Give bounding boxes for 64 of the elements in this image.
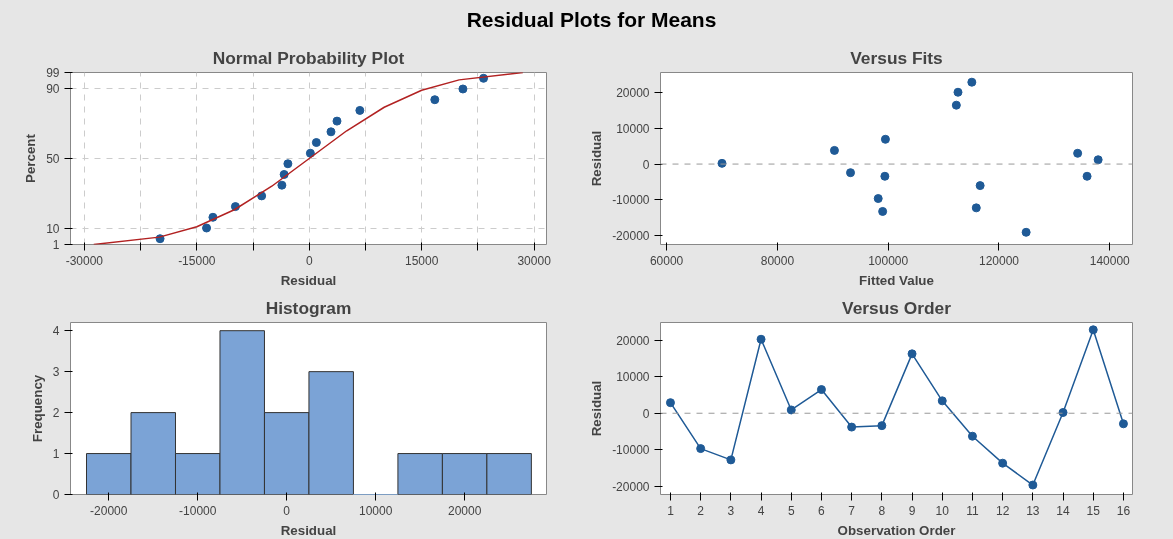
y-tick-label: 0: [642, 157, 650, 172]
y-tick-label: -10000: [612, 193, 650, 208]
y-tick-label: 10000: [616, 121, 650, 136]
x-tick-label: 100000: [868, 253, 909, 268]
text: Residual Plots for Means: [466, 7, 717, 33]
y-tick-label: 20000: [616, 333, 650, 348]
x-tick-label: 15: [1086, 503, 1101, 518]
x-tick-label: 2: [697, 503, 705, 518]
chart-subtitle: Normal Probability Plot: [212, 47, 405, 68]
x-tick-label: 7: [848, 503, 856, 518]
x-tick-label: 4: [757, 503, 765, 518]
x-tick-label: 20000: [447, 503, 482, 518]
y-tick-label: 20000: [616, 85, 650, 100]
x-tick-label: 6: [818, 503, 826, 518]
y-tick-label: 1: [52, 238, 60, 252]
y-axis-title: Residual: [589, 130, 605, 187]
x-tick-label: 9: [908, 503, 916, 518]
y-tick-label: -20000: [612, 229, 650, 244]
x-tick-label: -30000: [65, 253, 104, 268]
x-tick-label: 1: [667, 503, 675, 518]
x-tick-label: 11: [966, 503, 979, 518]
y-tick-label: 1: [52, 447, 60, 462]
x-tick-label: 80000: [760, 253, 795, 268]
x-tick-label: 10000: [358, 503, 393, 518]
x-axis-title: Fitted Value: [859, 272, 934, 288]
x-tick-label: 3: [727, 503, 735, 518]
x-tick-label: -20000: [90, 503, 128, 518]
y-tick-label: -20000: [612, 479, 650, 494]
x-tick-label: 60000: [649, 253, 684, 268]
y-axis-title: Percent: [23, 133, 39, 183]
y-tick-label: 10: [46, 222, 60, 237]
x-tick-label: 120000: [978, 253, 1020, 268]
x-axis-title: Residual: [280, 522, 337, 538]
x-tick-label: 10: [935, 503, 950, 518]
x-tick-label: 8: [878, 503, 886, 518]
chart-title: Versus Fits: [850, 47, 943, 68]
chart-title: Histogram: [265, 297, 352, 318]
y-tick-label: 99: [46, 66, 60, 80]
y-tick-label: -10000: [612, 443, 650, 458]
y-axis-title: Residual: [589, 380, 605, 437]
x-tick-label: 30000: [517, 253, 552, 268]
x-tick-label: 14: [1056, 503, 1071, 518]
y-tick-label: 4: [52, 324, 60, 339]
chart-title: Versus Order: [842, 297, 952, 318]
x-tick-label: -10000: [179, 503, 217, 518]
y-tick-label: 3: [52, 365, 60, 380]
x-tick-label: 12: [995, 503, 1010, 518]
x-tick-label: 13: [1026, 503, 1040, 518]
x-tick-label: 15000: [405, 253, 439, 268]
y-tick-label: 0: [52, 488, 60, 502]
x-axis-title: Observation Order: [837, 522, 956, 538]
x-tick-label: 140000: [1089, 253, 1131, 268]
x-tick-label: 0: [305, 253, 313, 268]
y-axis-title: Frequency: [29, 374, 45, 443]
x-tick-label: 16: [1116, 503, 1131, 518]
y-tick-label: 90: [46, 81, 60, 96]
x-tick-label: 0: [283, 503, 291, 518]
x-tick-label: -15000: [178, 253, 216, 268]
x-tick-label: 5: [787, 503, 795, 518]
y-tick-label: 2: [52, 406, 60, 421]
x-axis-title: Residual: [280, 272, 337, 288]
y-tick-label: 50: [46, 152, 60, 166]
y-tick-label: 10000: [616, 370, 650, 385]
y-tick-label: 0: [642, 406, 650, 421]
